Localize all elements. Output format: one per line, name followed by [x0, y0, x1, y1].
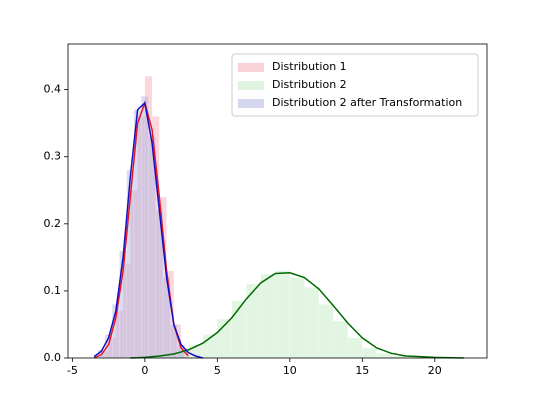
plot-frame: [67, 43, 488, 359]
kde-line: [130, 272, 464, 359]
x-tick-label: 0: [141, 364, 148, 377]
legend-label: Distribution 1: [272, 60, 347, 73]
y-tick-label: 0.1: [44, 284, 62, 297]
legend: Distribution 1 Distribution 2 Distribution…: [231, 53, 479, 117]
histogram-bar: [362, 347, 378, 359]
histogram-bar: [347, 337, 363, 359]
x-tick-label: -5: [67, 364, 78, 377]
y-tick-label: 0.0: [44, 351, 62, 364]
histogram-bar: [318, 304, 334, 359]
x-tick-label: 5: [214, 364, 221, 377]
y-tick-label: 0.3: [44, 150, 62, 163]
histogram-bar: [260, 273, 276, 359]
histogram-bar: [140, 96, 149, 359]
y-tick-label: 0.2: [44, 217, 62, 230]
legend-swatch: [238, 99, 264, 108]
legend-swatch: [238, 63, 264, 72]
histogram-bar: [333, 320, 349, 359]
histogram-bar: [275, 270, 291, 359]
histogram-bar: [376, 353, 392, 359]
legend-swatch: [238, 81, 264, 90]
histogram-bar: [246, 283, 262, 359]
legend-label: Distribution 2 after Transformation: [272, 96, 462, 109]
kde-line: [93, 101, 204, 359]
histogram-bar: [289, 277, 305, 359]
histogram-bar: [304, 287, 320, 359]
legend-box: [231, 53, 479, 117]
x-tick-label: 10: [283, 364, 297, 377]
y-tick-label: 0.4: [44, 83, 62, 96]
x-tick-label: 20: [428, 364, 442, 377]
legend-label: Distribution 2: [272, 78, 347, 91]
x-tick-label: 15: [355, 364, 369, 377]
